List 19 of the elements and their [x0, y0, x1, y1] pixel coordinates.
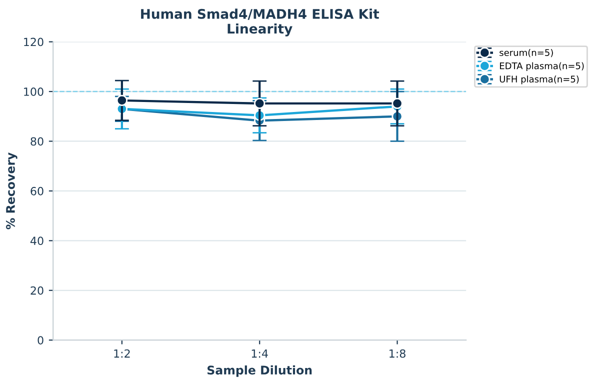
point [392, 98, 403, 110]
chart-title: Human Smad4/MADH4 ELISA Kit Linearity [141, 8, 380, 36]
y-tick-label: 0 [38, 336, 44, 344]
x-tick-label: 1:4 [252, 349, 268, 358]
legend-label: UFH plasma(n=5) [500, 76, 579, 84]
y-tick-label: 100 [24, 87, 44, 96]
point [116, 94, 128, 106]
y-tick-label: 40 [30, 236, 44, 246]
y-tick-label: 120 [24, 38, 44, 46]
y-tick-label: 80 [30, 137, 44, 146]
x-tick-label: 1:2 [114, 349, 130, 358]
x-axis-title: Sample Dilution [208, 365, 312, 377]
legend-label: serum(n=5) [500, 49, 553, 58]
y-tick-label: 60 [30, 186, 44, 196]
point [254, 98, 266, 110]
y-axis-title: % Recovery [6, 152, 18, 230]
y-tick-label: 20 [30, 286, 44, 295]
legend-label: EDTA plasma(n=5) [500, 62, 584, 72]
x-tick-label: 1:8 [390, 349, 406, 358]
